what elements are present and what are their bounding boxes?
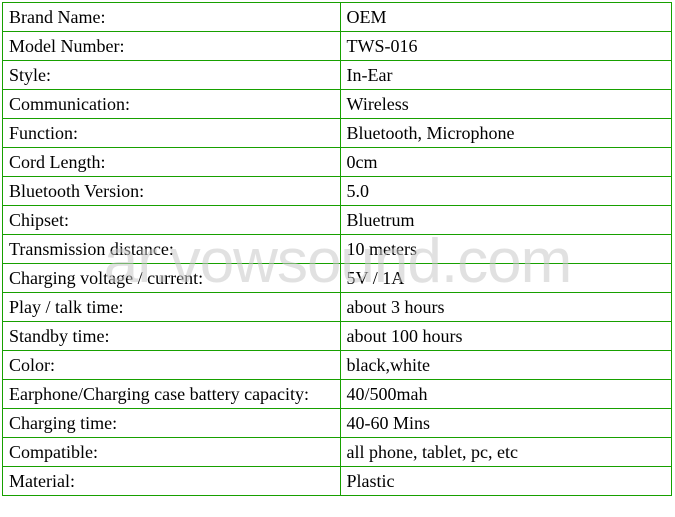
spec-value: 10 meters [340, 235, 671, 264]
spec-label: Function: [3, 119, 341, 148]
table-row: Charging voltage / current:5V / 1A [3, 264, 672, 293]
table-row: Bluetooth Version:5.0 [3, 177, 672, 206]
spec-label: Charging time: [3, 409, 341, 438]
spec-label: Chipset: [3, 206, 341, 235]
spec-value: 40/500mah [340, 380, 671, 409]
table-row: Function:Bluetooth, Microphone [3, 119, 672, 148]
table-row: Color:black,white [3, 351, 672, 380]
spec-label: Transmission distance: [3, 235, 341, 264]
table-row: Standby time:about 100 hours [3, 322, 672, 351]
spec-value: all phone, tablet, pc, etc [340, 438, 671, 467]
spec-value: 40-60 Mins [340, 409, 671, 438]
spec-value: Bluetrum [340, 206, 671, 235]
spec-label: Color: [3, 351, 341, 380]
spec-value: 5.0 [340, 177, 671, 206]
spec-label: Brand Name: [3, 3, 341, 32]
spec-value: OEM [340, 3, 671, 32]
spec-label: Compatible: [3, 438, 341, 467]
spec-table: Brand Name:OEMModel Number:TWS-016Style:… [2, 2, 672, 496]
spec-label: Communication: [3, 90, 341, 119]
spec-value: Bluetooth, Microphone [340, 119, 671, 148]
table-row: Earphone/Charging case battery capacity:… [3, 380, 672, 409]
spec-value: 5V / 1A [340, 264, 671, 293]
spec-label: Bluetooth Version: [3, 177, 341, 206]
table-row: Play / talk time:about 3 hours [3, 293, 672, 322]
spec-value: about 3 hours [340, 293, 671, 322]
table-row: Cord Length:0cm [3, 148, 672, 177]
table-row: Compatible:all phone, tablet, pc, etc [3, 438, 672, 467]
table-row: Style:In-Ear [3, 61, 672, 90]
spec-value: black,white [340, 351, 671, 380]
spec-value: about 100 hours [340, 322, 671, 351]
table-row: Chipset:Bluetrum [3, 206, 672, 235]
spec-label: Model Number: [3, 32, 341, 61]
spec-label: Charging voltage / current: [3, 264, 341, 293]
spec-value: TWS-016 [340, 32, 671, 61]
spec-label: Cord Length: [3, 148, 341, 177]
table-row: Material:Plastic [3, 467, 672, 496]
spec-value: Plastic [340, 467, 671, 496]
spec-label: Style: [3, 61, 341, 90]
table-row: Model Number:TWS-016 [3, 32, 672, 61]
spec-label: Play / talk time: [3, 293, 341, 322]
spec-label: Standby time: [3, 322, 341, 351]
spec-value: 0cm [340, 148, 671, 177]
table-row: Communication:Wireless [3, 90, 672, 119]
table-row: Charging time:40-60 Mins [3, 409, 672, 438]
spec-table-body: Brand Name:OEMModel Number:TWS-016Style:… [3, 3, 672, 496]
table-row: Transmission distance:10 meters [3, 235, 672, 264]
spec-label: Material: [3, 467, 341, 496]
table-row: Brand Name:OEM [3, 3, 672, 32]
spec-label: Earphone/Charging case battery capacity: [3, 380, 341, 409]
spec-value: In-Ear [340, 61, 671, 90]
spec-value: Wireless [340, 90, 671, 119]
